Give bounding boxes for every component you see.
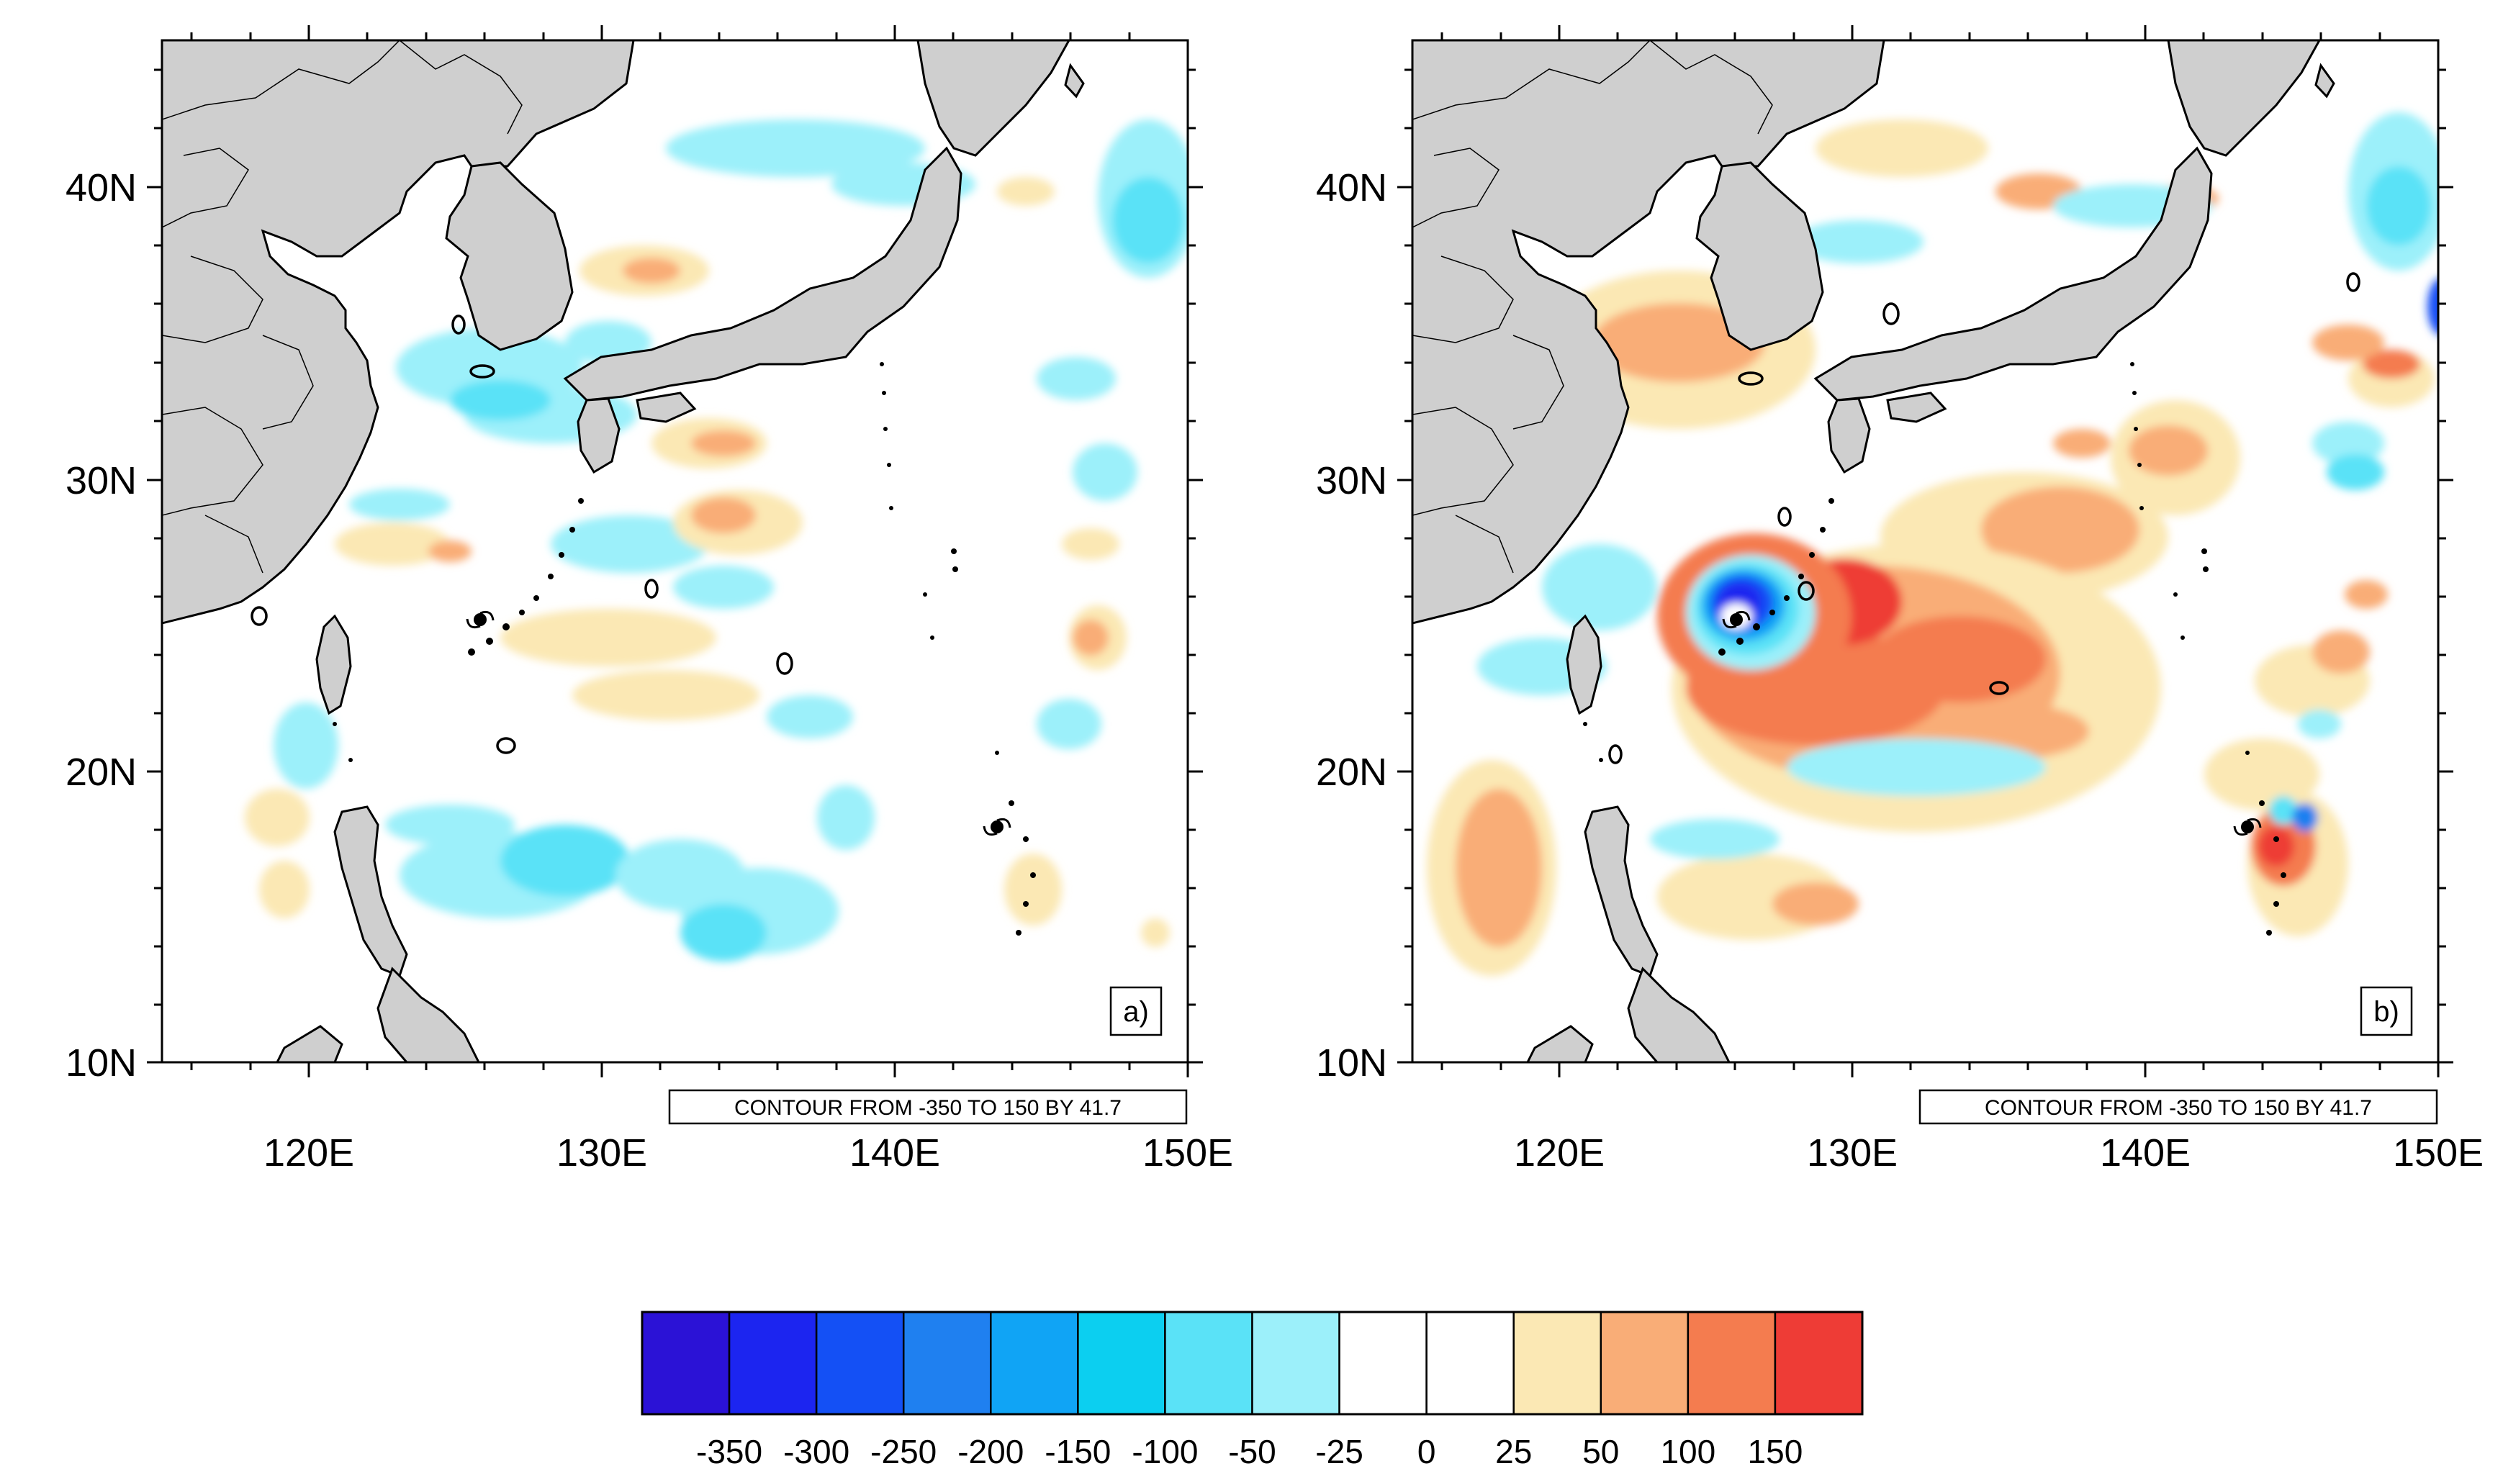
zero-contours-b xyxy=(1608,272,2360,764)
lat-label-20n-b: 20N xyxy=(1316,751,1387,794)
colorbar-label: 0 xyxy=(1417,1433,1436,1470)
colorbar-box xyxy=(1251,1311,1340,1416)
colorbar-box xyxy=(641,1311,731,1416)
colorbar-labels: -350 -300 -250 -200 -150 -100 -50 -25 0 25 50 100 15… xyxy=(696,1433,1803,1470)
colorbar-label: -300 xyxy=(783,1433,849,1470)
lat-label-10n-a: 10N xyxy=(66,1041,137,1085)
lat-label-10n-b: 10N xyxy=(1316,1041,1387,1085)
lon-label-130e-a: 130E xyxy=(556,1131,647,1175)
lat-label-40n-a: 40N xyxy=(66,166,137,209)
colorbar-box xyxy=(1425,1311,1515,1416)
colorbar-label: -150 xyxy=(1045,1433,1111,1470)
lon-label-150e-b: 150E xyxy=(2393,1131,2484,1175)
colorbar-label: 150 xyxy=(1748,1433,1803,1470)
colorbar-label: 100 xyxy=(1660,1433,1715,1470)
colorbar-label: -25 xyxy=(1315,1433,1363,1470)
contour-info-a: CONTOUR FROM -350 TO 150 BY 41.7 xyxy=(734,1096,1122,1120)
colorbar-box xyxy=(990,1311,1079,1416)
colorbar-box xyxy=(815,1311,905,1416)
colorbar-label: 25 xyxy=(1495,1433,1532,1470)
map-b xyxy=(1412,40,2438,1062)
colorbar-label: -200 xyxy=(957,1433,1024,1470)
colorbar-label: -50 xyxy=(1228,1433,1276,1470)
colorbar-box xyxy=(902,1311,992,1416)
panel-tag-a: a) xyxy=(1123,996,1149,1028)
colorbar-label: -350 xyxy=(696,1433,762,1470)
colorbar-box xyxy=(1512,1311,1602,1416)
colorbar-box xyxy=(1077,1311,1166,1416)
map-frame-a xyxy=(161,39,1189,1064)
colorbar-frame xyxy=(641,1311,1864,1416)
lat-label-20n-a: 20N xyxy=(66,751,137,794)
lon-label-140e-a: 140E xyxy=(849,1131,940,1175)
lon-label-140e-b: 140E xyxy=(2100,1131,2191,1175)
colorbar-box xyxy=(728,1311,818,1416)
colorbar-boxes xyxy=(641,1311,1864,1416)
panel-b: 40N 30N 20N 10N 120E 130E 140E 150E b) C… xyxy=(1316,25,2484,1175)
colorbar-label: 50 xyxy=(1582,1433,1619,1470)
lon-label-130e-b: 130E xyxy=(1807,1131,1898,1175)
zero-contours-a xyxy=(251,315,793,754)
typhoon-symbol-a xyxy=(466,610,1011,836)
colorbar-box xyxy=(1600,1311,1690,1416)
colorbar: -350 -300 -250 -200 -150 -100 -50 -25 0 25 50 100 15… xyxy=(641,1311,1864,1470)
contour-info-b: CONTOUR FROM -350 TO 150 BY 41.7 xyxy=(1985,1096,2372,1120)
typhoon-symbol-b xyxy=(1722,610,2262,836)
panel-tag-box-b xyxy=(2360,986,2413,1036)
colorbar-box xyxy=(1338,1311,1428,1416)
colorbar-box xyxy=(1687,1311,1777,1416)
panel-tag-box-a xyxy=(1109,986,1163,1036)
lat-label-40n-b: 40N xyxy=(1316,166,1387,209)
contour-info-box-a xyxy=(668,1089,1188,1125)
map-a xyxy=(162,40,1188,1062)
colorbar-label: -250 xyxy=(870,1433,937,1470)
anomaly-field-a xyxy=(245,119,1188,962)
lat-label-30n-b: 30N xyxy=(1316,459,1387,502)
colorbar-box xyxy=(1774,1311,1864,1416)
panel-a: 40N 30N 20N 10N 120E 130E 140E 150E a) C… xyxy=(66,25,1233,1175)
panel-tag-b: b) xyxy=(2373,996,2399,1028)
ticks-b xyxy=(1397,25,2453,1077)
lon-label-120e-a: 120E xyxy=(263,1131,354,1175)
colorbar-box xyxy=(1164,1311,1253,1416)
lon-label-150e-a: 150E xyxy=(1142,1131,1233,1175)
contour-info-box-b xyxy=(1918,1089,2438,1125)
lat-label-30n-a: 30N xyxy=(66,459,137,502)
ticks-a xyxy=(147,25,1203,1077)
colorbar-label: -100 xyxy=(1132,1433,1198,1470)
map-frame-b xyxy=(1411,39,2440,1064)
lon-label-120e-b: 120E xyxy=(1514,1131,1605,1175)
